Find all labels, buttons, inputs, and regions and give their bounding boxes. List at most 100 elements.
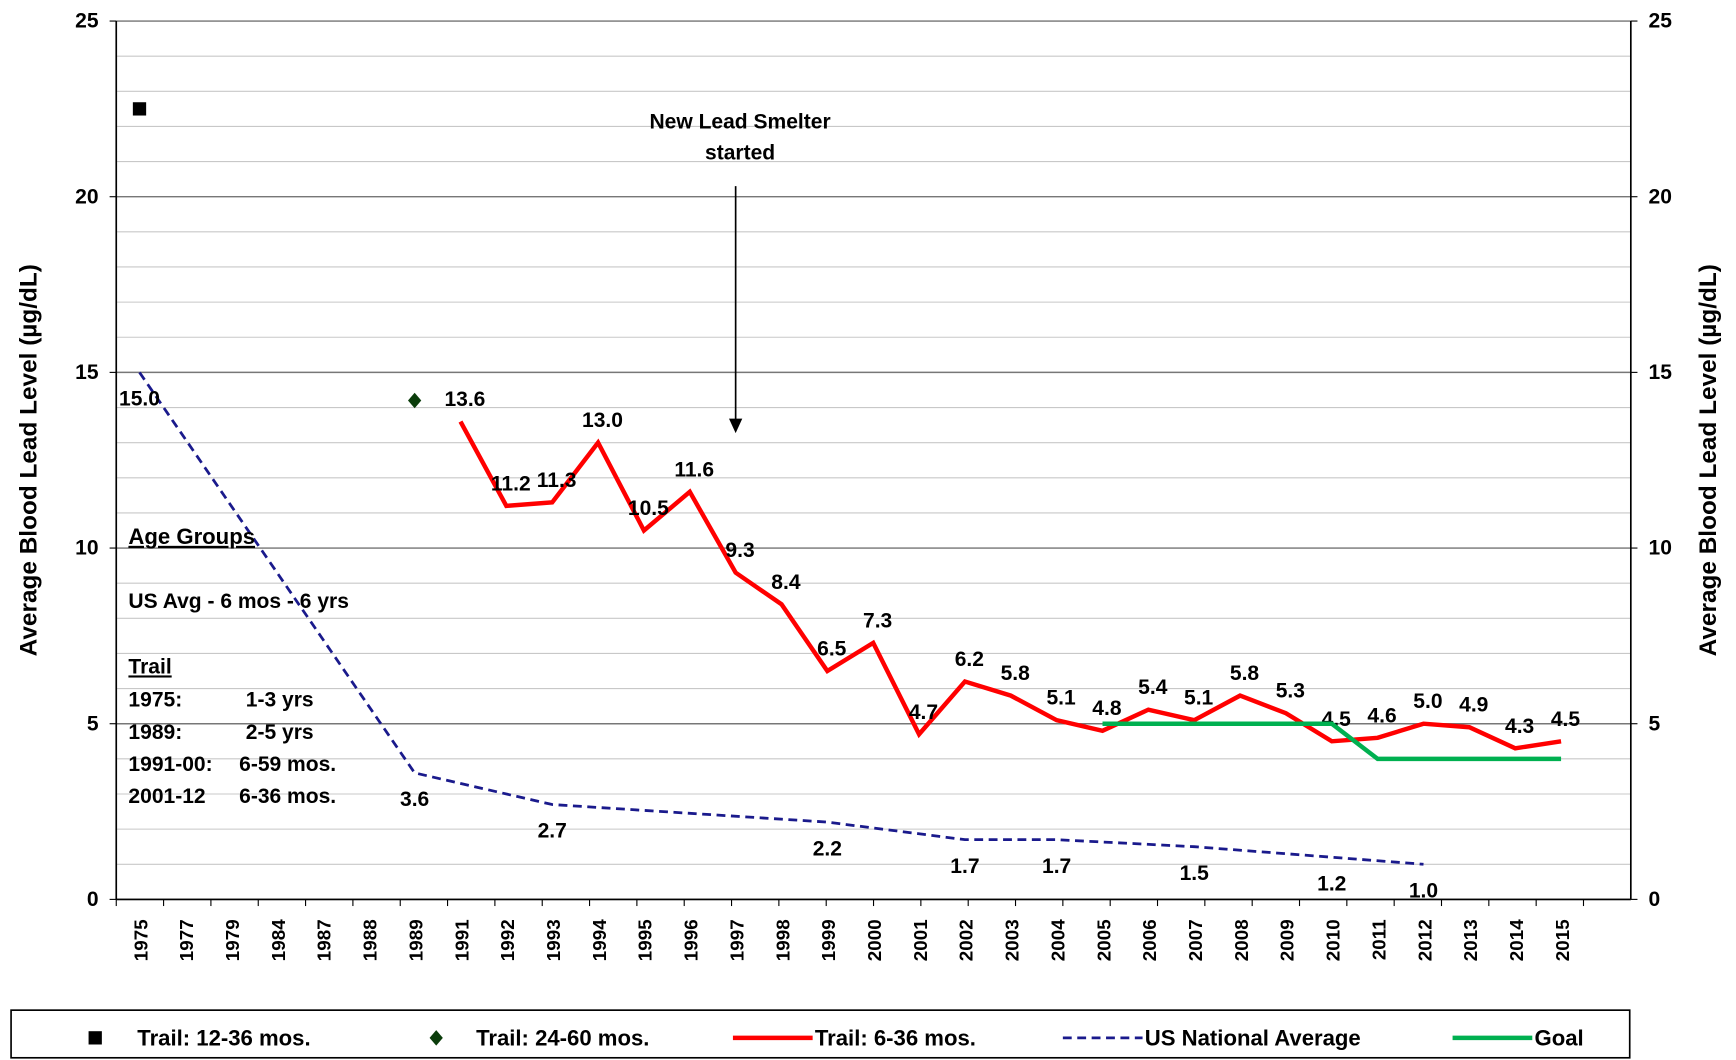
data-label: 5.4 bbox=[1138, 676, 1168, 699]
data-label: 8.4 bbox=[771, 571, 801, 594]
legend-label: Trail: 12-36 mos. bbox=[137, 1026, 310, 1051]
y-tick-label: 5 bbox=[87, 712, 99, 735]
x-tick-label: 2006 bbox=[1139, 919, 1160, 961]
x-tick-label: 1984 bbox=[268, 919, 289, 961]
notes-row-label: 1975: bbox=[128, 689, 182, 712]
x-tick-label: 2001 bbox=[910, 919, 931, 961]
x-tick-label: 2009 bbox=[1277, 919, 1298, 961]
data-label: 4.6 bbox=[1367, 704, 1396, 727]
diamond-marker bbox=[408, 392, 422, 409]
x-tick-label: 1988 bbox=[360, 919, 381, 961]
y-tick-label: 25 bbox=[75, 10, 99, 33]
legend-box bbox=[10, 1009, 1631, 1059]
x-tick-label: 1991 bbox=[451, 919, 472, 961]
x-tick-label: 1999 bbox=[818, 919, 839, 961]
data-label: 4.7 bbox=[909, 701, 938, 724]
data-label: 11.3 bbox=[537, 469, 577, 492]
data-label: 2.2 bbox=[813, 837, 842, 860]
y2-tick-label: 25 bbox=[1649, 10, 1673, 33]
x-tick-label: 1994 bbox=[589, 919, 610, 961]
notes-us: US Avg - 6 mos - 6 yrs bbox=[128, 590, 348, 613]
legend-marker bbox=[429, 1030, 443, 1046]
x-tick-label: 2003 bbox=[1002, 919, 1023, 961]
notes-row-value: 6-59 mos. bbox=[239, 753, 336, 776]
legend-label: Trail: 24-60 mos. bbox=[476, 1026, 649, 1051]
notes-title: Age Groups bbox=[128, 524, 255, 549]
x-tick-label: 2011 bbox=[1368, 919, 1389, 960]
data-label: 6.5 bbox=[817, 638, 847, 661]
series-line bbox=[458, 420, 1562, 751]
annotation: started bbox=[705, 141, 775, 164]
y2-tick-label: 10 bbox=[1649, 537, 1672, 560]
data-label: 1.5 bbox=[1180, 862, 1210, 885]
x-tick-label: 2007 bbox=[1185, 919, 1206, 961]
data-label: 5.8 bbox=[1230, 662, 1260, 685]
legend-label: US National Average bbox=[1145, 1026, 1361, 1051]
notes-row-value: 6-36 mos. bbox=[239, 785, 336, 808]
x-tick-label: 1979 bbox=[222, 919, 243, 961]
x-tick-label: 1993 bbox=[543, 919, 564, 961]
series-line bbox=[1102, 721, 1562, 762]
y2-axis-label: Average Blood Lead Level (µg/dL) bbox=[1695, 264, 1722, 656]
annotation: New Lead Smelter bbox=[650, 110, 831, 133]
data-label: 11.6 bbox=[674, 458, 714, 481]
square-marker bbox=[132, 102, 147, 116]
x-tick-label: 2005 bbox=[1093, 919, 1114, 961]
x-tick-label: 2015 bbox=[1552, 919, 1573, 961]
x-tick-label: 2004 bbox=[1047, 919, 1068, 961]
data-label: 1.7 bbox=[1042, 855, 1071, 878]
data-label: 7.3 bbox=[863, 609, 892, 632]
data-label: 15.0 bbox=[119, 388, 160, 411]
data-label: 4.3 bbox=[1505, 715, 1534, 738]
x-tick-label: 2013 bbox=[1460, 919, 1481, 961]
x-tick-label: 1987 bbox=[314, 919, 335, 961]
data-label: 11.2 bbox=[491, 472, 531, 495]
x-tick-label: 1995 bbox=[635, 919, 656, 961]
data-label: 5.3 bbox=[1276, 680, 1305, 703]
x-tick-label: 1992 bbox=[497, 919, 518, 961]
data-label: 1.7 bbox=[950, 855, 979, 878]
y-tick-label: 20 bbox=[75, 185, 98, 208]
data-label: 13.6 bbox=[444, 388, 485, 411]
x-tick-label: 1997 bbox=[726, 919, 747, 961]
x-tick-label: 2014 bbox=[1506, 919, 1527, 961]
data-label: 1.0 bbox=[1409, 879, 1438, 902]
data-label: 6.2 bbox=[955, 648, 984, 671]
x-tick-label: 1989 bbox=[405, 919, 426, 961]
x-tick-label: 2008 bbox=[1231, 919, 1252, 961]
data-label: 10.5 bbox=[628, 497, 669, 520]
notes-row-label: 1989: bbox=[128, 721, 182, 744]
data-label: 5.0 bbox=[1413, 690, 1442, 713]
data-label: 13.0 bbox=[582, 409, 623, 432]
notes-row-value: 1-3 yrs bbox=[246, 689, 314, 712]
x-tick-label: 2002 bbox=[956, 919, 977, 961]
data-label: 9.3 bbox=[725, 539, 754, 562]
data-label: 2.7 bbox=[538, 820, 567, 843]
data-label: 5.8 bbox=[1001, 662, 1031, 685]
y2-tick-label: 20 bbox=[1649, 185, 1672, 208]
data-label: 4.8 bbox=[1092, 697, 1122, 720]
notes-trail: Trail bbox=[128, 655, 171, 678]
x-tick-label: 2010 bbox=[1323, 919, 1344, 961]
y-tick-label: 15 bbox=[75, 361, 99, 384]
y-tick-label: 10 bbox=[75, 537, 98, 560]
x-tick-label: 1996 bbox=[681, 919, 702, 961]
y2-tick-label: 0 bbox=[1649, 888, 1661, 911]
notes-row-label: 1991-00: bbox=[128, 753, 212, 776]
x-tick-label: 2012 bbox=[1414, 919, 1435, 961]
notes-row-label: 2001-12 bbox=[128, 785, 205, 808]
x-tick-label: 1998 bbox=[772, 919, 793, 961]
x-tick-label: 1977 bbox=[176, 919, 197, 961]
data-label: 3.6 bbox=[400, 788, 429, 811]
y2-tick-label: 5 bbox=[1649, 712, 1661, 735]
y2-tick-label: 15 bbox=[1649, 361, 1673, 384]
series-line bbox=[138, 371, 1424, 866]
data-label: 4.5 bbox=[1551, 708, 1581, 731]
legend-label: Trail: 6-36 mos. bbox=[815, 1026, 976, 1051]
legend-marker bbox=[88, 1031, 102, 1045]
x-tick-label: 1975 bbox=[130, 919, 151, 961]
data-label: 4.9 bbox=[1459, 694, 1488, 717]
